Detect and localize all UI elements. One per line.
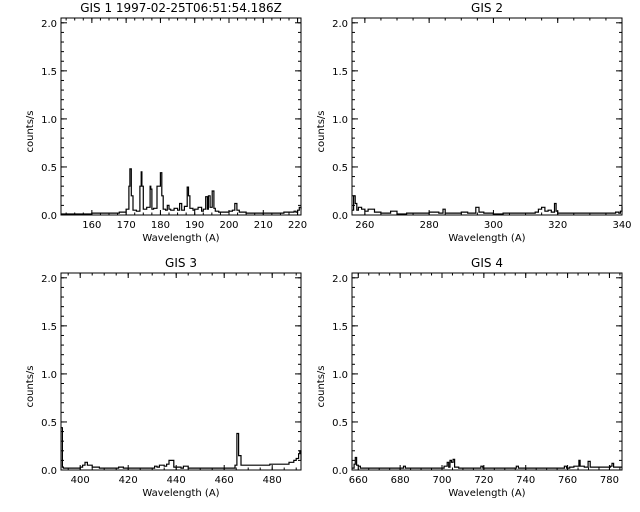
x-tick-label: 260 — [355, 220, 374, 231]
panel-title: GIS 2 — [471, 1, 503, 15]
panel-title: GIS 1 1997-02-25T06:51:54.186Z — [80, 1, 282, 15]
x-tick-label: 660 — [349, 475, 368, 486]
x-tick-label: 400 — [71, 475, 90, 486]
panel-1: GIS 1 1997-02-25T06:51:54.186Z 160 170 180 1… — [25, 1, 307, 244]
plot-frame — [60, 272, 302, 471]
x-tick-label: 760 — [558, 475, 577, 486]
y-tick-label: 0.0 — [332, 466, 348, 477]
panel-title: GIS 4 — [471, 256, 503, 270]
x-tick-label: 280 — [420, 220, 439, 231]
y-tick-label: 0.5 — [332, 163, 348, 174]
spectrum-line — [61, 427, 302, 469]
y-tick-label: 2.0 — [332, 19, 348, 30]
x-tick-label: 160 — [82, 220, 101, 231]
x-tick-label: 220 — [288, 220, 307, 231]
panel-3: GIS 3 400 420 440 460 480 0.0 0.5 1.0 1.5 2.0 Wavel… — [25, 256, 302, 499]
y-tick-label: 0.0 — [41, 211, 57, 222]
x-tick-label: 420 — [119, 475, 138, 486]
y-tick-label: 0.0 — [41, 466, 57, 477]
y-axis-label: counts/s — [25, 365, 36, 407]
x-tick-label: 740 — [516, 475, 535, 486]
y-tick-label: 1.5 — [332, 322, 348, 333]
y-tick-label: 0.0 — [332, 211, 348, 222]
x-tick-label: 700 — [432, 475, 451, 486]
y-tick-label: 1.0 — [332, 370, 348, 381]
x-tick-label: 720 — [474, 475, 493, 486]
x-tick-label: 480 — [263, 475, 282, 486]
panel-title: GIS 3 — [165, 256, 197, 270]
panel-4: GIS 4 660 680 700 720 740 760 780 0.0 0.5 1.0 1.5 2.… — [316, 256, 623, 499]
x-tick-label: 190 — [185, 220, 204, 231]
panel-2: GIS 2 260 280 300 320 340 0.0 0.5 1.0 1.5 2.0 Wavel… — [316, 1, 632, 244]
plot-frame — [351, 17, 623, 216]
x-tick-label: 460 — [215, 475, 234, 486]
x-tick-label: 780 — [600, 475, 619, 486]
y-tick-label: 2.0 — [41, 274, 57, 285]
y-tick-label: 1.5 — [41, 67, 57, 78]
y-axis-label: counts/s — [25, 110, 36, 152]
spectrum-line — [352, 456, 622, 469]
x-tick-label: 210 — [254, 220, 273, 231]
spectrum-line — [61, 168, 302, 215]
plot-frame — [351, 272, 623, 471]
x-tick-label: 340 — [612, 220, 631, 231]
spectrum-line — [352, 195, 623, 215]
x-tick-label: 180 — [151, 220, 170, 231]
x-tick-label: 680 — [391, 475, 410, 486]
y-tick-label: 1.5 — [41, 322, 57, 333]
x-tick-label: 200 — [219, 220, 238, 231]
y-tick-label: 1.0 — [41, 370, 57, 381]
x-axis-label: Wavelength (A) — [448, 233, 525, 244]
x-tick-label: 320 — [548, 220, 567, 231]
y-tick-label: 1.0 — [332, 115, 348, 126]
y-axis-label: counts/s — [316, 365, 327, 407]
x-tick-label: 440 — [167, 475, 186, 486]
y-tick-label: 2.0 — [332, 274, 348, 285]
y-tick-label: 1.5 — [332, 67, 348, 78]
y-tick-label: 1.0 — [41, 115, 57, 126]
x-tick-label: 300 — [484, 220, 503, 231]
x-axis-label: Wavelength (A) — [448, 488, 525, 499]
y-tick-label: 0.5 — [41, 418, 57, 429]
y-tick-label: 2.0 — [41, 19, 57, 30]
x-axis-label: Wavelength (A) — [142, 233, 219, 244]
y-tick-label: 0.5 — [41, 163, 57, 174]
y-axis-label: counts/s — [316, 110, 327, 152]
plot-frame — [60, 17, 302, 216]
x-axis-label: Wavelength (A) — [142, 488, 219, 499]
x-tick-label: 170 — [117, 220, 136, 231]
y-tick-label: 0.5 — [332, 418, 348, 429]
